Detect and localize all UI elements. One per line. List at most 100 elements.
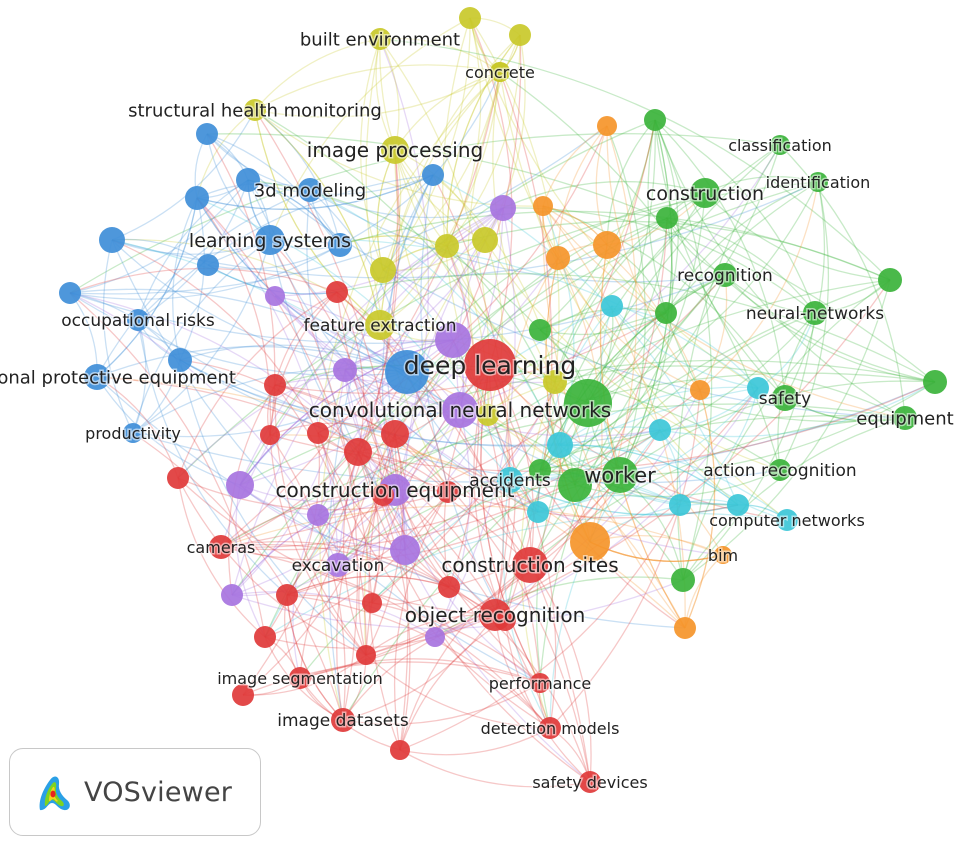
node-classification[interactable] [770,135,790,155]
label-3d-modeling[interactable]: 3d modeling [252,179,367,203]
network-node[interactable] [435,322,471,358]
label-construction-equipment[interactable]: construction equipment [274,477,516,504]
label-construction-sites[interactable]: construction sites [440,552,620,579]
label-safety[interactable]: safety [757,388,812,411]
label-accidents[interactable]: accidents [468,470,553,493]
network-node[interactable] [674,617,696,639]
network-node[interactable] [59,282,81,304]
node-cameras[interactable] [209,535,233,559]
network-node[interactable] [264,374,286,396]
label-excavation[interactable]: excavation [290,555,386,578]
label-bim[interactable]: bim [706,544,739,566]
node-built-environment[interactable] [369,28,391,50]
network-node[interactable] [649,419,671,441]
network-node[interactable] [425,627,445,647]
network-node[interactable] [923,370,947,394]
label-neural-networks[interactable]: neural-networks [744,303,885,326]
label-feature-extraction[interactable]: feature extraction [302,315,458,338]
network-node[interactable] [435,234,459,258]
label-safety-devices[interactable]: safety devices [531,771,649,793]
label-occupational-risks[interactable]: occupational risks [60,310,217,333]
node-equipment[interactable] [893,406,917,430]
node-identification[interactable] [808,172,828,192]
node-image-processing[interactable] [381,136,409,164]
label-deep-learning[interactable]: deep learning [402,350,577,382]
network-node[interactable] [490,195,516,221]
network-node[interactable] [597,116,617,136]
network-node[interactable] [472,227,498,253]
label-image-datasets[interactable]: image datasets [276,710,411,733]
network-node[interactable] [656,207,678,229]
node-construction[interactable] [690,178,720,208]
label-personal-protective-equipment[interactable]: personal protective equipment [0,366,237,390]
network-node[interactable] [527,501,549,523]
label-classification[interactable]: classification [727,134,834,156]
network-node[interactable] [558,468,592,502]
network-node[interactable] [727,494,749,516]
network-node[interactable] [547,432,573,458]
network-node[interactable] [344,438,372,466]
label-computer-networks[interactable]: computer networks [708,509,867,531]
network-node[interactable] [276,584,298,606]
network-node[interactable] [570,522,610,562]
label-built-environment[interactable]: built environment [298,28,461,52]
node-3d-modeling[interactable] [298,178,322,202]
network-node[interactable] [477,404,499,426]
label-convolutional-neural-networks[interactable]: convolutional neural networks [307,397,612,424]
label-learning-systems[interactable]: learning systems [187,228,352,253]
label-structural-health-monitoring[interactable]: structural health monitoring [127,99,384,123]
node-personal-protective-equipment[interactable] [84,364,110,390]
node-detection-models[interactable] [539,717,561,739]
network-node[interactable] [669,494,691,516]
network-node[interactable] [362,593,382,613]
network-node[interactable] [328,233,352,257]
network-node[interactable] [254,626,276,648]
network-node[interactable] [593,231,621,259]
node-accidents[interactable] [497,467,523,493]
network-node[interactable] [260,425,280,445]
label-recognition[interactable]: recognition [676,265,775,288]
node-safety[interactable] [772,385,798,411]
network-node[interactable] [326,281,348,303]
node-computer-networks[interactable] [776,509,798,531]
label-performance[interactable]: performance [487,672,592,694]
network-node[interactable] [356,645,376,665]
label-image-processing[interactable]: image processing [305,137,484,164]
network-node[interactable] [644,109,666,131]
network-node[interactable] [390,740,410,760]
network-node[interactable] [168,348,192,372]
label-detection-models[interactable]: detection models [479,717,621,739]
network-node[interactable] [197,254,219,276]
network-node[interactable] [747,377,769,399]
network-node[interactable] [690,380,710,400]
network-node[interactable] [564,379,612,427]
node-construction-sites[interactable] [512,547,548,583]
node-occupational-risks[interactable] [127,309,149,331]
node-bim[interactable] [714,546,732,564]
network-node[interactable] [221,584,243,606]
network-node[interactable] [494,609,516,631]
node-image-segmentation[interactable] [289,667,311,689]
network-node[interactable] [390,535,420,565]
label-object-recognition[interactable]: object recognition [403,602,587,629]
label-worker[interactable]: worker [583,462,658,489]
network-node[interactable] [655,302,677,324]
network-node[interactable] [99,227,125,253]
network-node[interactable] [546,246,570,270]
network-node[interactable] [381,420,409,448]
node-neural-networks[interactable] [803,301,827,325]
label-cameras[interactable]: cameras [185,536,257,558]
network-node[interactable] [529,459,551,481]
network-node[interactable] [372,484,394,506]
network-node[interactable] [196,123,218,145]
network-node[interactable] [236,168,260,192]
label-equipment[interactable]: equipment [855,407,955,431]
node-recognition[interactable] [713,263,737,287]
node-productivity[interactable] [123,423,143,443]
network-node[interactable] [232,684,254,706]
node-deep-learning[interactable] [464,339,516,391]
network-node[interactable] [601,295,623,317]
node-excavation[interactable] [326,553,350,577]
label-image-segmentation[interactable]: image segmentation [216,667,385,689]
network-node[interactable] [422,164,444,186]
